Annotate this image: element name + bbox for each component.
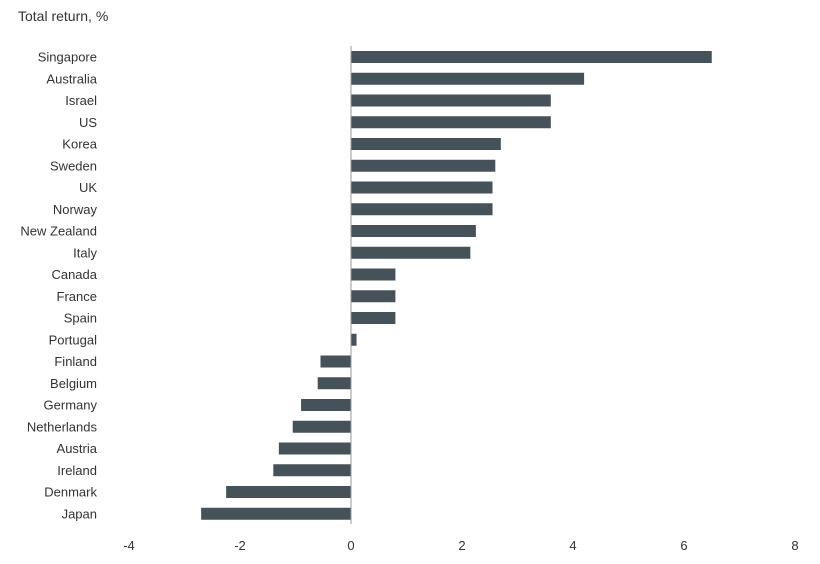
category-label-ireland: Ireland [57, 463, 97, 478]
x-tick-label: 8 [791, 538, 798, 553]
bar-portugal [351, 333, 357, 346]
category-label-sweden: Sweden [50, 158, 97, 173]
category-label-us: US [79, 115, 97, 130]
x-tick-label: -4 [123, 538, 135, 553]
x-tick-label: 0 [347, 538, 354, 553]
bar-netherlands [292, 420, 351, 433]
category-label-japan: Japan [62, 506, 97, 521]
bar-ireland [273, 464, 351, 477]
bar-japan [201, 507, 351, 520]
bar-norway [351, 203, 493, 216]
bar-canada [351, 268, 396, 281]
bar-italy [351, 246, 471, 259]
category-label-uk: UK [79, 180, 97, 195]
x-tick-label: -2 [234, 538, 246, 553]
category-label-new-zealand: New Zealand [20, 224, 97, 239]
chart-title: Total return, % [18, 8, 109, 24]
category-label-denmark: Denmark [44, 485, 97, 500]
category-label-germany: Germany [44, 398, 98, 413]
bar-israel [351, 94, 551, 107]
bar-germany [301, 399, 351, 411]
category-label-norway: Norway [53, 202, 98, 217]
category-label-finland: Finland [54, 354, 97, 369]
bar-finland [320, 355, 351, 368]
category-label-israel: Israel [65, 93, 97, 108]
bar-korea [351, 138, 501, 150]
bar-austria [278, 442, 351, 455]
bar-belgium [317, 377, 351, 390]
x-tick-label: 2 [458, 538, 465, 553]
category-label-canada: Canada [51, 267, 97, 282]
bar-uk [351, 181, 493, 194]
bar-sweden [351, 159, 496, 172]
category-label-spain: Spain [64, 311, 97, 326]
x-axis-tick-labels: -4 -2 0 2 4 6 8 [123, 538, 798, 553]
bar-singapore [351, 51, 712, 63]
bar-spain [351, 312, 396, 324]
category-label-portugal: Portugal [49, 332, 98, 347]
x-tick-label: 6 [680, 538, 687, 553]
bar-france [351, 290, 396, 303]
category-label-france: France [57, 289, 97, 304]
category-label-belgium: Belgium [50, 376, 97, 391]
category-label-korea: Korea [62, 137, 97, 152]
bars-layer [201, 51, 712, 520]
category-labels: Singapore Australia Israel US Korea Sweden UK N… [20, 50, 97, 522]
bar-new-zealand [351, 225, 476, 237]
category-label-austria: Austria [57, 441, 98, 456]
category-label-netherlands: Netherlands [27, 419, 98, 434]
category-label-italy: Italy [73, 245, 97, 260]
bar-denmark [226, 486, 351, 498]
bar-us [351, 116, 551, 129]
x-tick-label: 4 [569, 538, 576, 553]
category-label-singapore: Singapore [38, 50, 97, 65]
bar-australia [351, 72, 585, 85]
category-label-australia: Australia [46, 71, 97, 86]
